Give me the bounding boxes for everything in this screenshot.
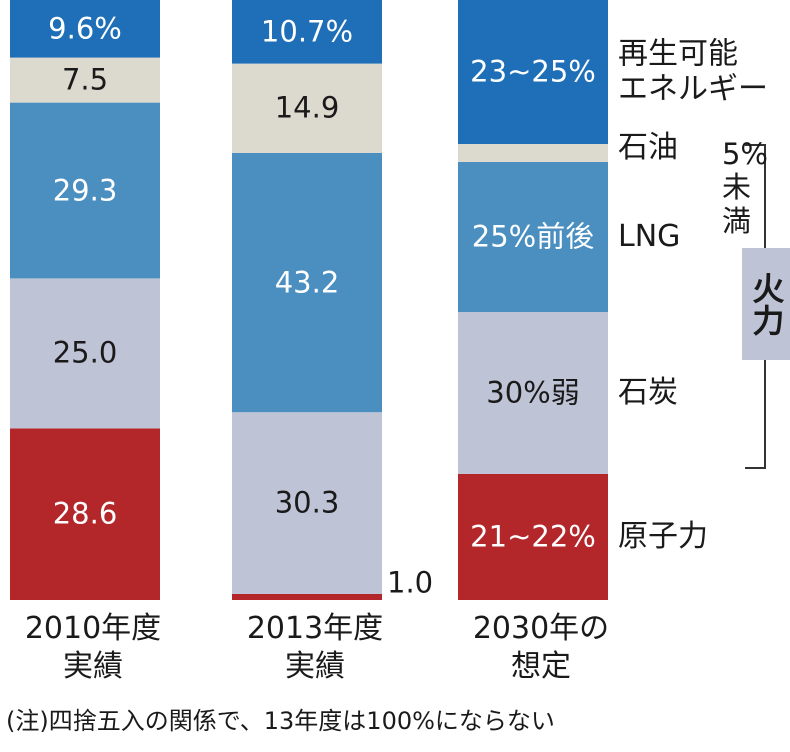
bar-segment (458, 0, 608, 144)
bar-segment (10, 57, 160, 103)
value-label: 9.6% (48, 11, 122, 46)
value-label: 30%弱 (486, 375, 580, 410)
value-label: 25.0 (52, 335, 118, 370)
legend-label: 石油 (618, 129, 678, 165)
value-label: 14.9 (274, 90, 340, 125)
value-label: 25%前後 (471, 219, 595, 254)
bar-segment (458, 312, 608, 474)
value-label: 43.2 (274, 264, 340, 299)
value-label: 23~25% (470, 54, 596, 89)
bar-segment (10, 428, 160, 600)
legend-label: LNG (618, 218, 681, 254)
bar-segment (10, 102, 160, 279)
value-label: 10.7% (260, 13, 354, 48)
value-label: 5%未満 (721, 136, 768, 238)
bar-segment (232, 153, 382, 413)
bar-segment (232, 0, 382, 64)
legend-label: 石炭 (618, 374, 678, 410)
x-tick-label: 2030年の 想定 (472, 611, 610, 684)
bar-segment (232, 594, 382, 600)
x-tick-label: 2013年度 実績 (246, 611, 384, 684)
bar-segment (232, 412, 382, 594)
bar-segment (10, 0, 160, 58)
legend-label: 再生可能 エネルギー (618, 36, 768, 106)
value-label: 21~22% (470, 519, 596, 554)
value-label: 30.3 (274, 485, 340, 520)
value-label: 1.0 (387, 565, 434, 600)
legend-label: 原子力 (618, 518, 708, 554)
bar-segment (458, 162, 608, 312)
x-tick-label: 2010年度 実績 (24, 611, 162, 684)
value-label: 28.6 (52, 496, 118, 531)
bar-segment (232, 63, 382, 153)
value-label: 7.5 (61, 62, 109, 97)
group-label: 火力 (742, 248, 790, 360)
bar-segment (458, 144, 608, 162)
bar-segment (458, 474, 608, 600)
value-label: 29.3 (52, 172, 118, 207)
note: (注)四捨五入の関係で、13年度は100%にならない (6, 707, 555, 735)
bar-segment (10, 278, 160, 429)
